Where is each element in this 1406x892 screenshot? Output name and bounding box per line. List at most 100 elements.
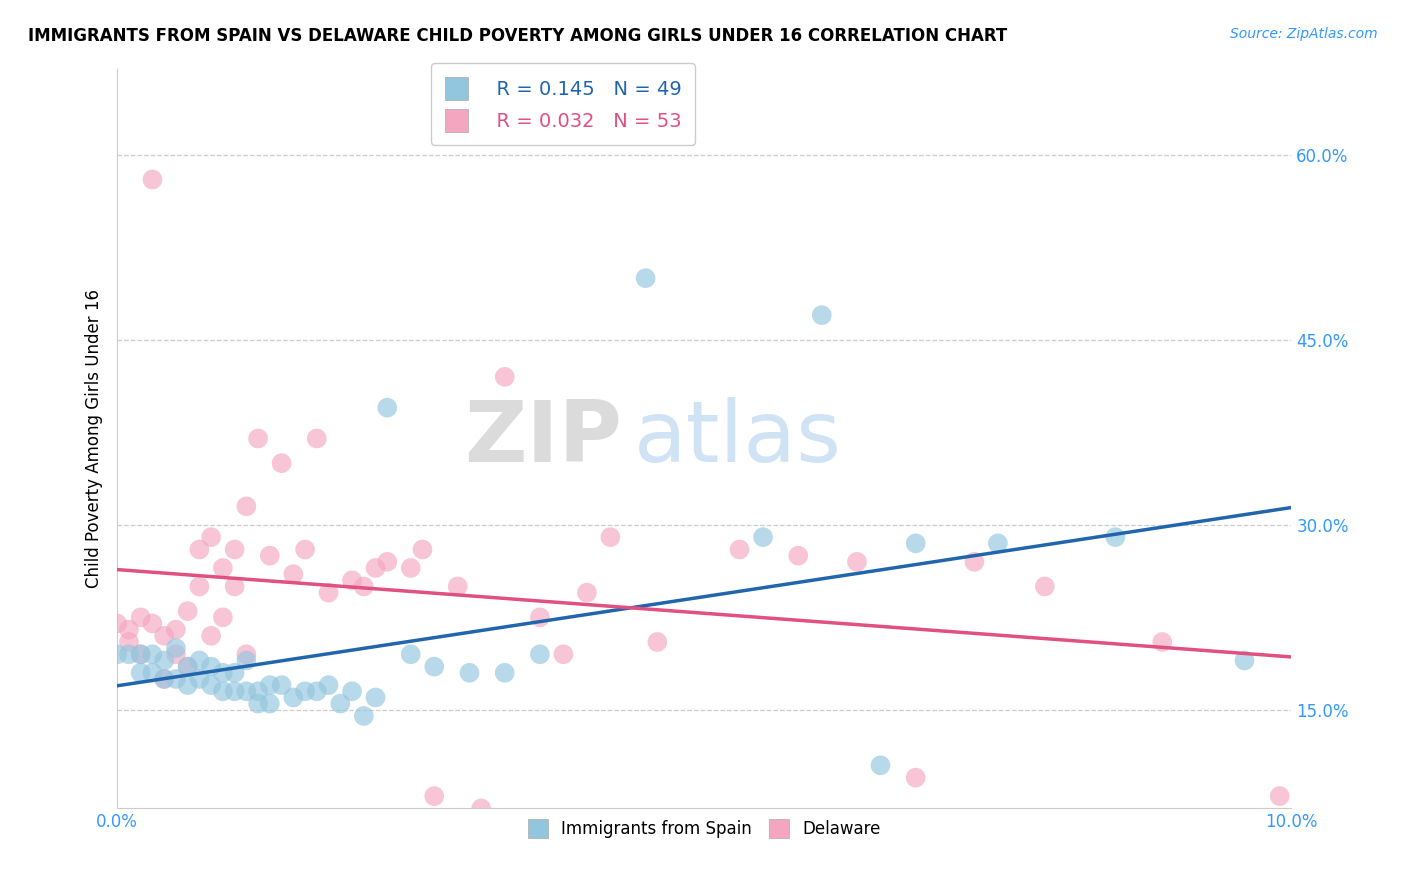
- Point: [447, 579, 470, 593]
- Point: [224, 579, 246, 593]
- Point: [494, 369, 516, 384]
- Point: [318, 678, 340, 692]
- Point: [259, 549, 281, 563]
- Point: [235, 648, 257, 662]
- Point: [259, 678, 281, 692]
- Point: [270, 456, 292, 470]
- Point: [329, 697, 352, 711]
- Point: [200, 659, 222, 673]
- Point: [165, 623, 187, 637]
- Point: [118, 623, 141, 637]
- Point: [283, 690, 305, 705]
- Point: [224, 684, 246, 698]
- Point: [305, 684, 328, 698]
- Point: [575, 585, 598, 599]
- Point: [458, 665, 481, 680]
- Point: [129, 610, 152, 624]
- Point: [212, 610, 235, 624]
- Point: [165, 641, 187, 656]
- Point: [212, 561, 235, 575]
- Text: ZIP: ZIP: [464, 397, 621, 480]
- Point: [1268, 789, 1291, 804]
- Point: [176, 604, 198, 618]
- Point: [176, 659, 198, 673]
- Point: [129, 648, 152, 662]
- Point: [129, 665, 152, 680]
- Point: [153, 653, 176, 667]
- Text: IMMIGRANTS FROM SPAIN VS DELAWARE CHILD POVERTY AMONG GIRLS UNDER 16 CORRELATION: IMMIGRANTS FROM SPAIN VS DELAWARE CHILD …: [28, 27, 1007, 45]
- Point: [294, 542, 316, 557]
- Point: [247, 432, 270, 446]
- Point: [270, 678, 292, 692]
- Point: [200, 678, 222, 692]
- Point: [165, 672, 187, 686]
- Point: [1152, 635, 1174, 649]
- Text: Source: ZipAtlas.com: Source: ZipAtlas.com: [1230, 27, 1378, 41]
- Point: [188, 672, 211, 686]
- Point: [165, 648, 187, 662]
- Point: [200, 629, 222, 643]
- Point: [340, 574, 363, 588]
- Point: [375, 401, 398, 415]
- Point: [353, 579, 375, 593]
- Point: [224, 542, 246, 557]
- Point: [963, 555, 986, 569]
- Point: [318, 585, 340, 599]
- Point: [118, 648, 141, 662]
- Point: [305, 432, 328, 446]
- Point: [399, 561, 422, 575]
- Point: [904, 536, 927, 550]
- Point: [647, 635, 669, 649]
- Point: [153, 629, 176, 643]
- Point: [423, 789, 446, 804]
- Point: [188, 542, 211, 557]
- Point: [224, 665, 246, 680]
- Point: [987, 536, 1010, 550]
- Point: [129, 648, 152, 662]
- Point: [810, 308, 832, 322]
- Point: [259, 697, 281, 711]
- Point: [141, 616, 163, 631]
- Point: [470, 801, 492, 815]
- Point: [599, 530, 621, 544]
- Point: [364, 561, 387, 575]
- Point: [188, 579, 211, 593]
- Point: [212, 684, 235, 698]
- Point: [634, 271, 657, 285]
- Point: [247, 684, 270, 698]
- Point: [118, 635, 141, 649]
- Point: [188, 653, 211, 667]
- Point: [364, 690, 387, 705]
- Point: [235, 684, 257, 698]
- Point: [399, 648, 422, 662]
- Point: [1033, 579, 1056, 593]
- Point: [105, 616, 128, 631]
- Point: [235, 653, 257, 667]
- Point: [529, 648, 551, 662]
- Point: [340, 684, 363, 698]
- Point: [869, 758, 891, 772]
- Legend: Immigrants from Spain, Delaware: Immigrants from Spain, Delaware: [522, 812, 887, 845]
- Point: [141, 172, 163, 186]
- Point: [105, 648, 128, 662]
- Point: [1233, 653, 1256, 667]
- Point: [846, 555, 869, 569]
- Point: [212, 665, 235, 680]
- Point: [411, 542, 433, 557]
- Point: [494, 665, 516, 680]
- Point: [787, 549, 810, 563]
- Point: [904, 771, 927, 785]
- Point: [247, 697, 270, 711]
- Point: [353, 709, 375, 723]
- Point: [176, 678, 198, 692]
- Point: [752, 530, 775, 544]
- Point: [141, 665, 163, 680]
- Point: [294, 684, 316, 698]
- Point: [141, 648, 163, 662]
- Y-axis label: Child Poverty Among Girls Under 16: Child Poverty Among Girls Under 16: [86, 289, 103, 588]
- Point: [153, 672, 176, 686]
- Point: [375, 555, 398, 569]
- Point: [235, 500, 257, 514]
- Point: [728, 542, 751, 557]
- Point: [176, 659, 198, 673]
